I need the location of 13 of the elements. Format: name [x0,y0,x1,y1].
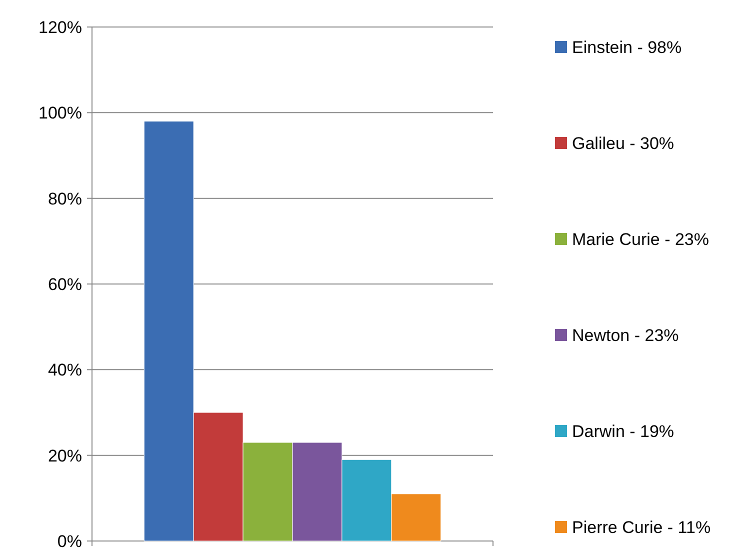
legend-label: Einstein - 98% [572,38,682,57]
y-tick-label: 60% [48,274,82,294]
legend-label: Marie Curie - 23% [572,230,709,249]
legend-label: Newton - 23% [572,326,679,345]
y-tick-label: 80% [48,189,82,208]
y-tick-label: 20% [48,446,82,466]
y-tick-label: 0% [57,532,82,549]
y-tick-label: 100% [38,104,82,123]
y-tick-label: 120% [38,18,82,37]
legend-label: Pierre Curie - 11% [572,518,711,537]
legend-label: Galileu - 30% [572,134,674,153]
y-tick-label: 40% [48,360,82,380]
legend-label: Darwin - 19% [572,422,674,441]
